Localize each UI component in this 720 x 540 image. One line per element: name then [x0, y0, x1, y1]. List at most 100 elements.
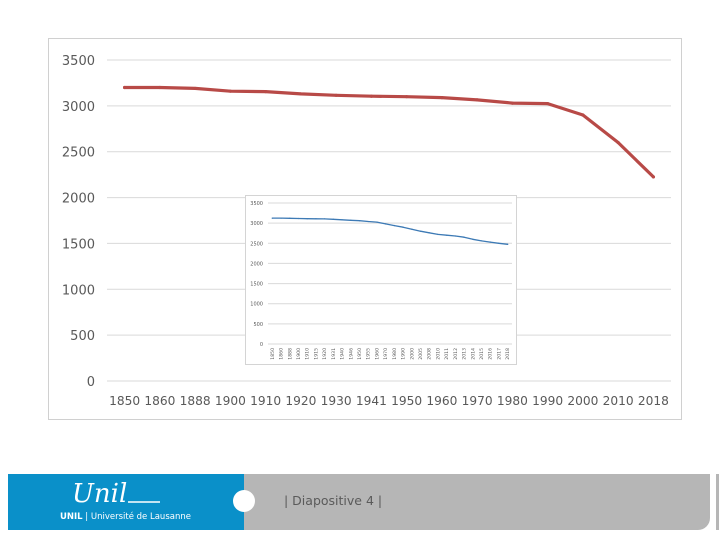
- logo-wordmark: Unil: [72, 479, 127, 509]
- main-chart-frame: 0 500 1000 1500 2000 2500 3000 3500 1850 1860 1888…: [48, 38, 682, 420]
- footer-bar: [244, 474, 710, 530]
- x-tick-label: 1946: [348, 348, 354, 360]
- x-tick-label: 2000: [567, 394, 598, 408]
- data-point: [367, 220, 369, 223]
- x-tick-label: 1920: [285, 394, 316, 408]
- logo-tagline-unil: UNIL: [60, 512, 83, 522]
- x-tick-label: 1860: [279, 348, 285, 360]
- data-point: [506, 243, 509, 245]
- x-tick-label: 1980: [497, 394, 528, 408]
- x-tick-label: 1950: [357, 348, 363, 360]
- data-point: [472, 238, 474, 240]
- data-point: [402, 226, 404, 228]
- y-tick-label: 0: [87, 375, 95, 390]
- logo-tagline: UNIL | Université de Lausanne: [60, 512, 191, 522]
- data-point: [350, 219, 352, 221]
- data-point: [510, 101, 514, 105]
- data-point: [616, 140, 620, 145]
- data-point: [419, 230, 422, 232]
- x-tick-label: 1850: [270, 348, 276, 360]
- data-point: [123, 85, 127, 90]
- slide-number-label: | Diapositive 4 |: [284, 493, 383, 508]
- y-tick-label: 3500: [62, 54, 95, 69]
- y-tick-label: 2000: [62, 192, 95, 207]
- data-point: [334, 93, 338, 97]
- x-tick-label: 1960: [374, 348, 380, 360]
- x-tick-label: 2018: [505, 348, 511, 360]
- data-point: [332, 218, 335, 220]
- x-tick-label: 1970: [462, 394, 493, 408]
- x-tick-label: 1850: [109, 394, 140, 408]
- data-point: [463, 236, 465, 238]
- x-tick-label: 1900: [215, 394, 246, 408]
- data-point: [437, 233, 439, 236]
- x-tick-label: 1960: [426, 394, 457, 408]
- y-tick-label: 2500: [250, 241, 263, 247]
- x-tick-label: 1941: [356, 394, 387, 408]
- x-tick-label: 1930: [321, 394, 352, 408]
- x-tick-label: 2017: [496, 348, 502, 360]
- x-tick-label: 2016: [488, 348, 494, 360]
- y-tick-label: 500: [253, 322, 263, 328]
- x-tick-label: 2013: [462, 348, 468, 360]
- y-tick-label: 1000: [250, 302, 263, 308]
- x-tick-label: 1900: [296, 348, 302, 360]
- y-tick-label: 1500: [250, 282, 263, 288]
- data-point: [581, 113, 585, 117]
- data-point: [306, 218, 308, 220]
- data-point: [315, 218, 317, 220]
- data-point: [376, 221, 378, 223]
- x-tick-label: 2011: [444, 348, 450, 360]
- data-point: [428, 232, 430, 234]
- x-tick-label: 2000: [409, 348, 415, 360]
- data-point: [323, 218, 326, 220]
- data-point: [297, 217, 300, 220]
- data-point: [651, 175, 655, 179]
- x-tick-label: 1888: [287, 348, 293, 360]
- x-tick-label: 1888: [180, 394, 211, 408]
- footer-logo-panel: [8, 474, 244, 530]
- data-point: [454, 235, 457, 237]
- x-tick-label: 1980: [392, 348, 398, 360]
- y-tick-label: 3500: [250, 201, 263, 207]
- x-tick-label: 2018: [638, 394, 669, 408]
- y-tick-label: 3000: [62, 100, 95, 115]
- x-tick-label: 2010: [435, 348, 441, 360]
- data-point: [369, 94, 373, 98]
- logo-tagline-rest: | Université de Lausanne: [82, 512, 191, 522]
- data-point: [158, 85, 162, 90]
- x-tick-label: 2012: [453, 348, 459, 360]
- inset-line-chart: 0 500 1000 1500 2000 2500 3000 3500 1850 1860 1888…: [250, 201, 512, 360]
- y-tick-label: 500: [70, 329, 95, 344]
- unil-logo-icon: Unil: [72, 479, 160, 509]
- x-tick-label: 1920: [322, 348, 328, 360]
- x-tick-label: 1910: [305, 348, 311, 360]
- y-tick-label: 0: [260, 342, 263, 348]
- x-tick-label: 1940: [340, 348, 346, 360]
- data-point: [405, 95, 409, 99]
- data-point: [299, 92, 303, 96]
- data-point: [489, 241, 491, 243]
- data-point: [445, 234, 448, 236]
- data-point: [193, 86, 197, 91]
- y-tick-label: 2500: [62, 146, 95, 161]
- data-point: [393, 224, 396, 227]
- x-tick-label: 1950: [391, 394, 422, 408]
- footer-edge: [716, 474, 719, 530]
- x-tick-label: 2005: [418, 348, 424, 360]
- data-point: [358, 220, 361, 222]
- x-tick-label: 2014: [470, 348, 476, 360]
- data-point: [280, 217, 282, 219]
- data-point: [264, 90, 268, 94]
- y-tick-label: 2000: [250, 261, 263, 267]
- data-point: [480, 240, 483, 242]
- x-tick-label: 1931: [331, 348, 337, 360]
- y-tick-label: 3000: [250, 221, 263, 227]
- y-tick-label: 1500: [62, 237, 95, 252]
- y-tick-label: 1000: [62, 283, 95, 298]
- data-point: [546, 101, 550, 106]
- series-line: [122, 85, 656, 179]
- data-point: [289, 217, 291, 219]
